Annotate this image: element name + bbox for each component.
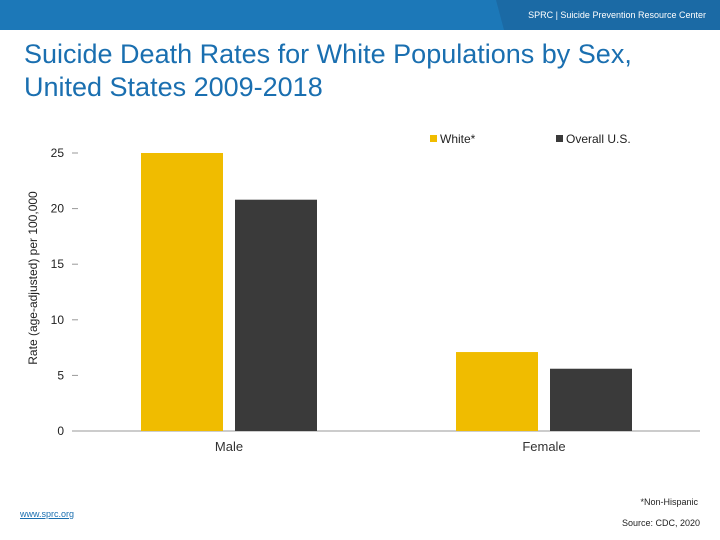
bar-overall-male xyxy=(235,199,317,431)
bar-white-male xyxy=(141,153,223,431)
legend-label-white: White* xyxy=(440,132,476,146)
legend-item-overall: Overall U.S. xyxy=(556,132,631,146)
y-tick-label: 5 xyxy=(57,368,64,382)
bar-overall-female xyxy=(550,368,632,431)
legend-item-white: White* xyxy=(430,132,475,146)
y-tick-label: 15 xyxy=(51,257,65,271)
legend-swatch-overall xyxy=(556,135,563,142)
bar-white-female xyxy=(456,352,538,431)
legend-label-overall: Overall U.S. xyxy=(566,132,631,146)
source-note: Source: CDC, 2020 xyxy=(621,518,700,528)
x-category-label: Female xyxy=(522,439,565,454)
header-text: SPRC | Suicide Prevention Resource Cente… xyxy=(528,10,706,20)
footnote: *Non-Hispanic xyxy=(640,497,698,507)
y-tick-label: 10 xyxy=(51,313,65,327)
y-tick-label: 20 xyxy=(51,202,65,216)
page-title: Suicide Death Rates for White Population… xyxy=(24,39,632,102)
x-category-label: Male xyxy=(215,439,243,454)
header-tab: SPRC | Suicide Prevention Resource Cente… xyxy=(496,0,720,30)
y-tick-label: 25 xyxy=(51,146,65,160)
sprc-link[interactable]: www.sprc.org xyxy=(20,509,75,519)
y-tick-label: 0 xyxy=(57,424,64,438)
header-bar: SPRC | Suicide Prevention Resource Cente… xyxy=(0,0,720,30)
legend-swatch-white xyxy=(430,135,437,142)
